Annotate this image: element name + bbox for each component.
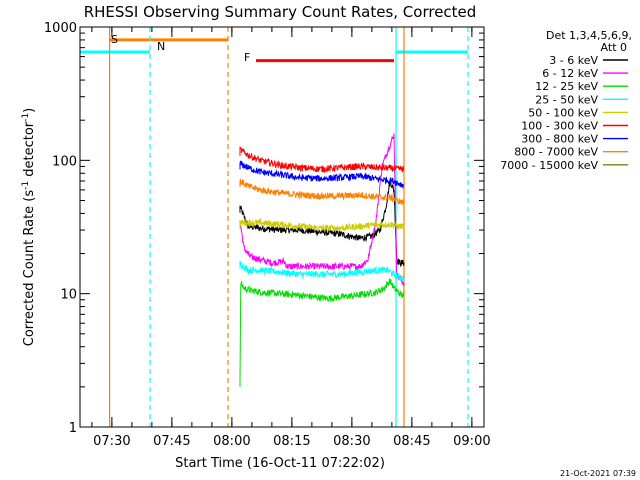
plot-area: S N F 1 10 100 1000 07:30 07:45 08:00 08:15 08:… <box>44 21 491 449</box>
annotations-layer: S N F <box>111 33 250 64</box>
legend-entry-label: 7000 - 15000 keV <box>500 159 598 172</box>
legend-header-line1: Det 1,3,4,5,6,9, <box>546 29 632 42</box>
y-tick-label: 100 <box>52 154 77 169</box>
series-line-1 <box>239 133 405 286</box>
series-line-5 <box>239 146 405 173</box>
legend-entry-label: 50 - 100 keV <box>528 106 598 119</box>
legend-entry-label: 3 - 6 keV <box>549 54 598 67</box>
series-line-0 <box>239 179 405 268</box>
y-tick-label: 1000 <box>44 21 77 36</box>
y-tick-label: 1 <box>69 421 77 436</box>
x-tick-label: 07:45 <box>153 434 190 449</box>
series-line-4 <box>239 217 405 232</box>
series-line-2 <box>239 278 405 387</box>
vertical-lines-layer <box>108 27 469 427</box>
x-axis-ticks: 07:30 07:45 08:00 08:15 08:30 08:45 09:00 <box>91 27 491 449</box>
x-tick-label: 08:15 <box>273 434 310 449</box>
plot-frame <box>79 26 485 428</box>
y-axis-ticks: 1 10 100 1000 <box>44 21 484 436</box>
annotation-n: N <box>157 40 165 53</box>
x-tick-label: 08:45 <box>393 434 430 449</box>
x-axis-label: Start Time (16-Oct-11 07:22:02) <box>175 456 385 471</box>
series-layer <box>239 133 405 387</box>
legend-header-line2: Att 0 <box>601 41 627 54</box>
series-line-7 <box>239 178 405 206</box>
x-tick-label: 07:30 <box>93 434 130 449</box>
x-tick-label: 08:30 <box>333 434 370 449</box>
y-tick-label: 10 <box>60 288 77 303</box>
chart-title: RHESSI Observing Summary Count Rates, Co… <box>84 3 477 21</box>
y-axis-label: Corrected Count Rate (s-1 detector-1) <box>21 108 37 346</box>
annotation-f: F <box>244 51 250 64</box>
legend-entry-label: 25 - 50 keV <box>535 93 598 106</box>
annotation-s: S <box>111 33 118 46</box>
legend-entry-label: 800 - 7000 keV <box>514 146 598 159</box>
intervals-layer <box>80 38 468 63</box>
series-line-3 <box>239 260 405 282</box>
legend-entry-label: 300 - 800 keV <box>521 133 598 146</box>
x-tick-label: 08:00 <box>213 434 250 449</box>
x-tick-label: 09:00 <box>453 434 490 449</box>
legend-entry-label: 12 - 25 keV <box>535 80 598 93</box>
legend-entry-label: 100 - 300 keV <box>521 120 598 133</box>
series-line-6 <box>239 160 405 189</box>
legend-entry-label: 6 - 12 keV <box>542 67 598 80</box>
footer-timestamp: 21-Oct-2021 07:39 <box>560 469 636 478</box>
